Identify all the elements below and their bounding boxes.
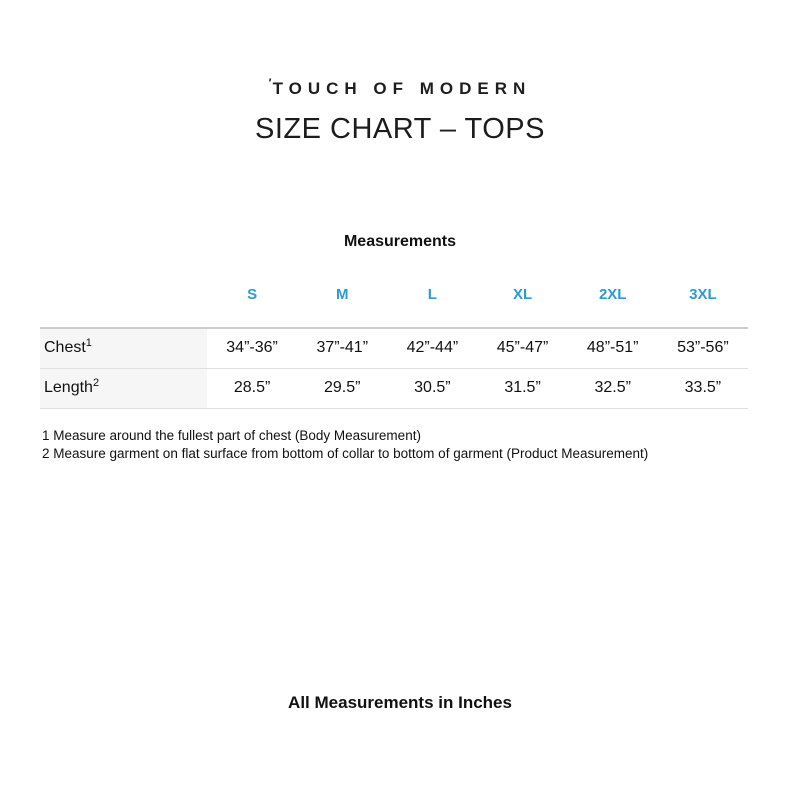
size-chart-table: S M L XL 2XL 3XL Chest1 34”-36” 37”-41” … (40, 270, 748, 409)
brand-logo: ′TOUCH OF MODERN (0, 76, 800, 99)
measurements-section-label: Measurements (343, 233, 457, 250)
logo-text: TOUCH OF MODERN (272, 79, 532, 98)
size-header-2xl: 2XL (598, 285, 627, 303)
length-value-m: 29.5” (324, 379, 361, 396)
table-row-length: Length2 28.5” 29.5” 30.5” 31.5” 32.5” 33… (40, 368, 748, 408)
row-label-chest: Chest1 (40, 328, 207, 368)
row-label-length-text: Length (44, 379, 93, 396)
row-label-chest-text: Chest (44, 339, 86, 357)
chest-value-l: 42”-44” (406, 339, 459, 357)
logo-tick-mark: ′ (268, 76, 272, 90)
length-value-xl: 31.5” (504, 379, 541, 396)
chest-value-3xl: 53”-56” (677, 339, 729, 357)
footnote-line-1: 1 Measure around the fullest part of che… (42, 428, 421, 443)
size-header-l: L (427, 285, 437, 303)
length-value-s: 28.5” (233, 379, 271, 396)
size-header-3xl: 3XL (689, 285, 717, 303)
size-header-m: M (335, 285, 349, 303)
footnotes-block: 1 Measure around the fullest part of che… (42, 427, 648, 462)
table-row-chest: Chest1 34”-36” 37”-41” 42”-44” 45”-47” 4… (40, 328, 748, 368)
chest-value-2xl: 48”-51” (586, 339, 639, 357)
footnote-ref-2: 2 (92, 377, 100, 389)
chest-value-m: 37”-41” (316, 339, 369, 357)
chest-value-xl: 45”-47” (496, 339, 549, 357)
size-header-empty-cell (40, 270, 207, 328)
size-header-xl: XL (512, 285, 533, 303)
footnote-line-2: 2 Measure garment on flat surface from b… (42, 445, 649, 461)
page-title: SIZE CHART – TOPS (254, 113, 545, 145)
footnote-ref-1: 1 (85, 337, 92, 350)
row-label-length: Length2 (40, 368, 207, 408)
length-value-3xl: 33.5” (684, 379, 722, 396)
chest-value-s: 34”-36” (226, 339, 278, 357)
length-value-l: 30.5” (414, 379, 451, 396)
size-header-row: S M L XL 2XL 3XL (40, 270, 748, 328)
size-header-s: S (247, 285, 258, 303)
footer-note: All Measurements in Inches (288, 693, 512, 712)
length-value-2xl: 32.5” (594, 379, 631, 396)
